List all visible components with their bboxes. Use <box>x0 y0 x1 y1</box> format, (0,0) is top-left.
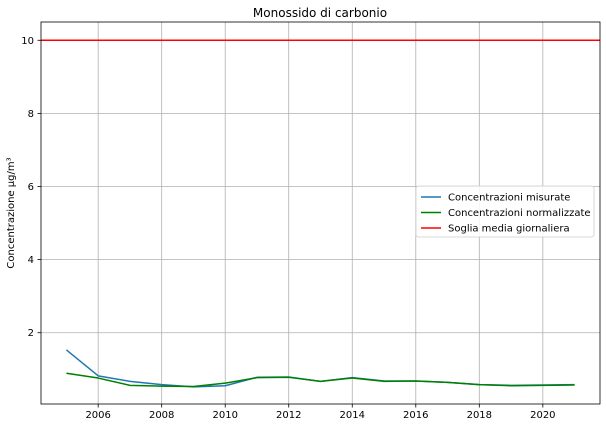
y-tick-label: 2 <box>28 328 34 339</box>
x-tick-label: 2016 <box>403 410 428 421</box>
series-line-1 <box>66 372 575 388</box>
x-tick-label: 2018 <box>467 410 492 421</box>
legend-entry-label: Concentrazioni normalizzate <box>448 208 591 219</box>
series-lines <box>41 39 600 388</box>
plot-area <box>40 21 601 405</box>
legend-entry-label: Soglia media giornaliera <box>448 224 570 235</box>
legend: Concentrazioni misurate Concentrazioni no… <box>415 185 595 238</box>
x-tick-label: 2008 <box>149 410 174 421</box>
x-tick-label: 2010 <box>212 410 237 421</box>
legend-entry-label: Concentrazioni misurate <box>448 193 570 204</box>
x-tick-label: 2020 <box>530 410 555 421</box>
y-axis-label: Concentrazione µg/m³ <box>6 157 17 268</box>
y-tick-label: 6 <box>28 182 34 193</box>
legend-box <box>415 185 595 238</box>
x-tick-label: 2014 <box>340 410 365 421</box>
axis-ticks: 2006 2008 2010 2012 2014 2016 2018 2020 2 4 6 8 10 <box>21 36 555 421</box>
y-tick-label: 4 <box>28 255 34 266</box>
x-tick-label: 2012 <box>276 410 301 421</box>
y-tick-label: 10 <box>21 36 34 47</box>
y-tick-label: 8 <box>28 109 34 120</box>
x-tick-label: 2006 <box>85 410 110 421</box>
chart-title: Monossido di carbonio <box>253 6 387 20</box>
